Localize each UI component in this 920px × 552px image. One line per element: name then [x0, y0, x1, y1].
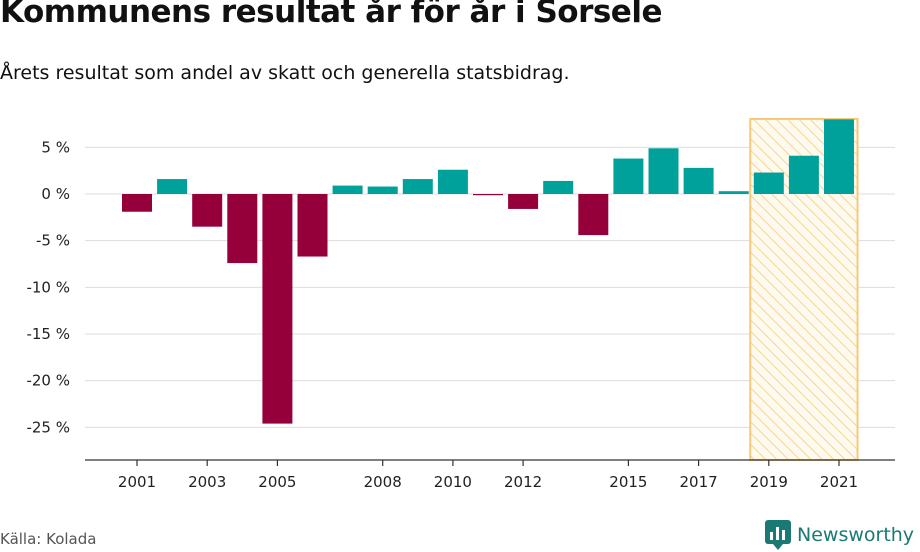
bar-2005	[262, 194, 293, 424]
newsworthy-logo: Newsworthy	[765, 520, 914, 550]
brand-name: Newsworthy	[797, 524, 915, 546]
x-tick-label: 2017	[680, 473, 718, 491]
x-tick-label: 2003	[188, 473, 226, 491]
bar-2006	[297, 194, 328, 257]
bar-2002	[157, 179, 188, 194]
x-tick-label: 2010	[434, 473, 472, 491]
x-tick-label: 2021	[820, 473, 858, 491]
bar-2011	[473, 194, 503, 196]
x-tick-label: 2019	[750, 473, 788, 491]
y-tick-label: -20 %	[26, 372, 70, 390]
bar-2009	[402, 179, 433, 194]
bar-2015	[613, 158, 644, 194]
bar-2012	[508, 194, 539, 209]
bar-2003	[192, 194, 223, 227]
bar-2008	[367, 186, 398, 194]
chart-title: Kommunens resultat år för år i Sorsele	[0, 0, 663, 30]
bar-2001	[122, 194, 152, 212]
bar-2020	[788, 155, 819, 194]
axes: 5 % 0 % -5 % -10 % -15 % -20 % -25 % 2001 2003 20…	[26, 138, 895, 491]
bar-2019	[753, 172, 784, 194]
y-tick-label: -10 %	[26, 278, 70, 296]
x-tick-label: 2015	[609, 473, 647, 491]
newsworthy-logo-icon	[765, 520, 791, 550]
y-tick-label: 5 %	[41, 138, 70, 156]
bar-2018	[718, 191, 749, 194]
bar-2021	[824, 119, 854, 194]
bars	[122, 119, 854, 424]
bar-chart: 5 % 0 % -5 % -10 % -15 % -20 % -25 % 2001 2003 20…	[26, 118, 895, 491]
bar-2013	[543, 180, 574, 194]
x-tick-label: 2005	[258, 473, 296, 491]
source-note: Källa: Kolada	[0, 530, 97, 548]
x-tick-label: 2012	[504, 473, 542, 491]
y-tick-label: -5 %	[36, 232, 70, 250]
y-tick-label: -25 %	[26, 418, 70, 436]
y-tick-label: 0 %	[41, 185, 70, 203]
bar-2016	[648, 148, 679, 194]
x-tick-label: 2008	[364, 473, 402, 491]
x-tick-label: 2001	[118, 473, 156, 491]
bar-2014	[578, 194, 609, 236]
chart-subtitle: Årets resultat som andel av skatt och ge…	[0, 62, 570, 84]
bar-2004	[227, 194, 258, 264]
y-tick-label: -15 %	[26, 325, 70, 343]
bar-2010	[437, 169, 468, 194]
bar-2017	[683, 167, 714, 194]
bar-2007	[332, 185, 363, 194]
